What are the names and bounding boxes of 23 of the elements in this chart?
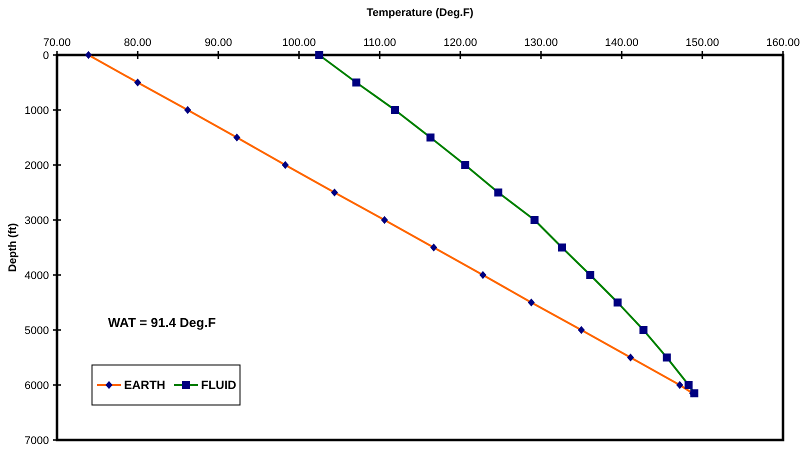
y-tick-label: 6000 bbox=[24, 380, 49, 392]
y-tick-label: 4000 bbox=[24, 270, 49, 282]
annotation: WAT = 91.4 Deg.F bbox=[108, 315, 216, 330]
x-tick-label: 120.00 bbox=[444, 37, 478, 49]
x-tick-label: 140.00 bbox=[604, 37, 638, 49]
y-tick-label: 0 bbox=[42, 50, 49, 62]
y-tick-label: 7000 bbox=[24, 434, 49, 447]
x-tick-label: 80.00 bbox=[124, 37, 152, 49]
y-axis-title: Depth (ft) bbox=[7, 222, 19, 272]
x-tick-label: 110.00 bbox=[363, 37, 396, 49]
x-tick-label: 90.00 bbox=[204, 37, 232, 49]
y-tick-label: 1000 bbox=[24, 104, 49, 117]
x-tick-label: 130.00 bbox=[524, 37, 558, 49]
x-tick-label: 100.00 bbox=[282, 37, 316, 49]
legend-label: EARTH bbox=[124, 378, 166, 392]
y-tick-label: 3000 bbox=[24, 214, 49, 227]
x-tick-label: 160.00 bbox=[766, 37, 800, 49]
x-tick-label: 150.00 bbox=[686, 37, 720, 49]
legend-label: FLUID bbox=[201, 378, 237, 392]
y-tick-label: 5000 bbox=[24, 324, 49, 337]
y-tick-label: 2000 bbox=[24, 160, 49, 172]
x-axis-title: Temperature (Deg.F) bbox=[366, 7, 474, 19]
x-tick-label: 70.00 bbox=[43, 37, 71, 49]
